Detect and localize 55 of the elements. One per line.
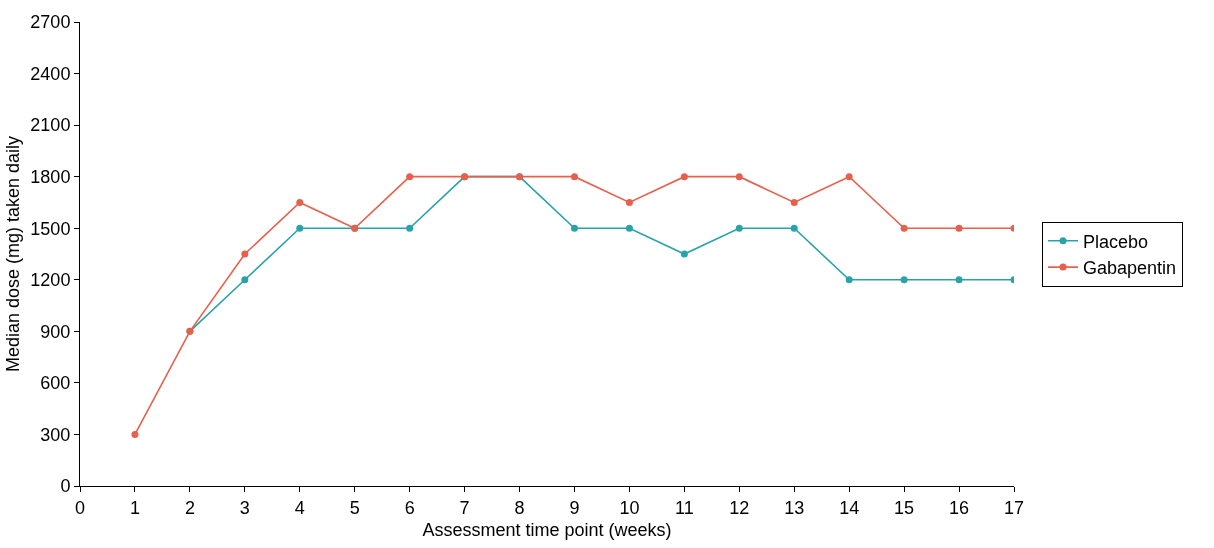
y-tick-label: 2700 xyxy=(30,12,71,33)
x-tick-label: 16 xyxy=(949,497,970,518)
point xyxy=(955,224,963,232)
y-tick-label: 1500 xyxy=(30,218,71,239)
x-tick-label: 14 xyxy=(839,497,860,518)
point xyxy=(845,173,853,181)
x-tick-label: 7 xyxy=(459,497,470,518)
x-tick-label: 11 xyxy=(675,497,694,518)
point xyxy=(406,224,414,232)
point xyxy=(625,224,633,232)
x-tick-label: 3 xyxy=(239,497,250,518)
x-tick-label: 10 xyxy=(619,497,640,518)
x-tick-label: 1 xyxy=(129,497,140,518)
point xyxy=(680,173,688,181)
point xyxy=(735,173,743,181)
point xyxy=(570,224,578,232)
point xyxy=(625,198,633,206)
y-tick-label: 300 xyxy=(40,424,71,445)
y-tick-label: 0 xyxy=(60,476,71,497)
y-axis-title: Median dose (mg) taken daily xyxy=(2,135,23,373)
point xyxy=(680,250,688,258)
y-tick-label: 900 xyxy=(40,321,71,342)
legend-label: Placebo xyxy=(1083,231,1149,252)
point xyxy=(131,430,139,438)
x-tick-label: 12 xyxy=(729,497,750,518)
point xyxy=(900,276,908,284)
x-tick-label: 9 xyxy=(569,497,580,518)
y-tick-label: 2100 xyxy=(30,115,71,136)
x-tick-label: 15 xyxy=(894,497,915,518)
x-tick-label: 13 xyxy=(784,497,805,518)
y-tick-label: 600 xyxy=(40,373,71,394)
y-tick-label: 2400 xyxy=(30,63,71,84)
y-tick-label: 1200 xyxy=(30,270,71,291)
point xyxy=(241,276,249,284)
x-axis-title: Assessment time point (weeks) xyxy=(422,519,672,540)
legend-label: Gabapentin xyxy=(1083,258,1177,279)
x-tick-label: 6 xyxy=(404,497,415,518)
point xyxy=(296,224,304,232)
point xyxy=(790,198,798,206)
point xyxy=(296,198,304,206)
point xyxy=(955,276,963,284)
point xyxy=(406,173,414,181)
x-tick-label: 5 xyxy=(349,497,360,518)
x-tick-label: 8 xyxy=(514,497,525,518)
point xyxy=(790,224,798,232)
y-tick-label: 1800 xyxy=(30,166,71,187)
x-tick-label: 0 xyxy=(74,497,86,518)
point xyxy=(570,173,578,181)
point xyxy=(735,224,743,232)
x-tick-label: 17 xyxy=(1003,497,1025,518)
x-tick-label: 2 xyxy=(184,497,195,518)
point xyxy=(845,276,853,284)
x-tick-label: 4 xyxy=(294,497,305,518)
point xyxy=(241,250,249,258)
point xyxy=(900,224,908,232)
